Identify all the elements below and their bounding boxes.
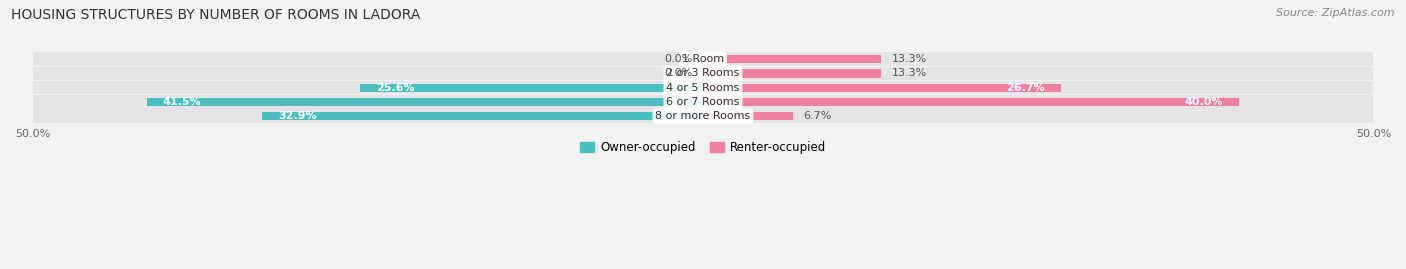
Text: 4 or 5 Rooms: 4 or 5 Rooms: [666, 83, 740, 93]
Text: 26.7%: 26.7%: [1007, 83, 1045, 93]
Bar: [146, 98, 703, 106]
Bar: [32, 81, 1374, 94]
Text: 13.3%: 13.3%: [891, 54, 928, 64]
Bar: [703, 98, 1239, 106]
Text: 6 or 7 Rooms: 6 or 7 Rooms: [666, 97, 740, 107]
Text: 8 or more Rooms: 8 or more Rooms: [655, 111, 751, 121]
Text: 13.3%: 13.3%: [891, 68, 928, 79]
Bar: [32, 95, 1374, 109]
Bar: [32, 109, 1374, 123]
Text: Source: ZipAtlas.com: Source: ZipAtlas.com: [1277, 8, 1395, 18]
Bar: [360, 83, 703, 92]
Text: 32.9%: 32.9%: [278, 111, 316, 121]
Bar: [32, 52, 1374, 66]
Bar: [262, 112, 703, 120]
Text: 41.5%: 41.5%: [163, 97, 201, 107]
Text: 6.7%: 6.7%: [804, 111, 832, 121]
Text: 2 or 3 Rooms: 2 or 3 Rooms: [666, 68, 740, 79]
Text: 0.0%: 0.0%: [664, 68, 692, 79]
Bar: [703, 112, 793, 120]
Legend: Owner-occupied, Renter-occupied: Owner-occupied, Renter-occupied: [575, 136, 831, 158]
Text: HOUSING STRUCTURES BY NUMBER OF ROOMS IN LADORA: HOUSING STRUCTURES BY NUMBER OF ROOMS IN…: [11, 8, 420, 22]
Bar: [703, 55, 882, 63]
Text: 0.0%: 0.0%: [664, 54, 692, 64]
Bar: [703, 69, 882, 77]
Bar: [32, 67, 1374, 80]
Text: 25.6%: 25.6%: [375, 83, 415, 93]
Bar: [703, 83, 1062, 92]
Text: 1 Room: 1 Room: [682, 54, 724, 64]
Text: 40.0%: 40.0%: [1185, 97, 1223, 107]
